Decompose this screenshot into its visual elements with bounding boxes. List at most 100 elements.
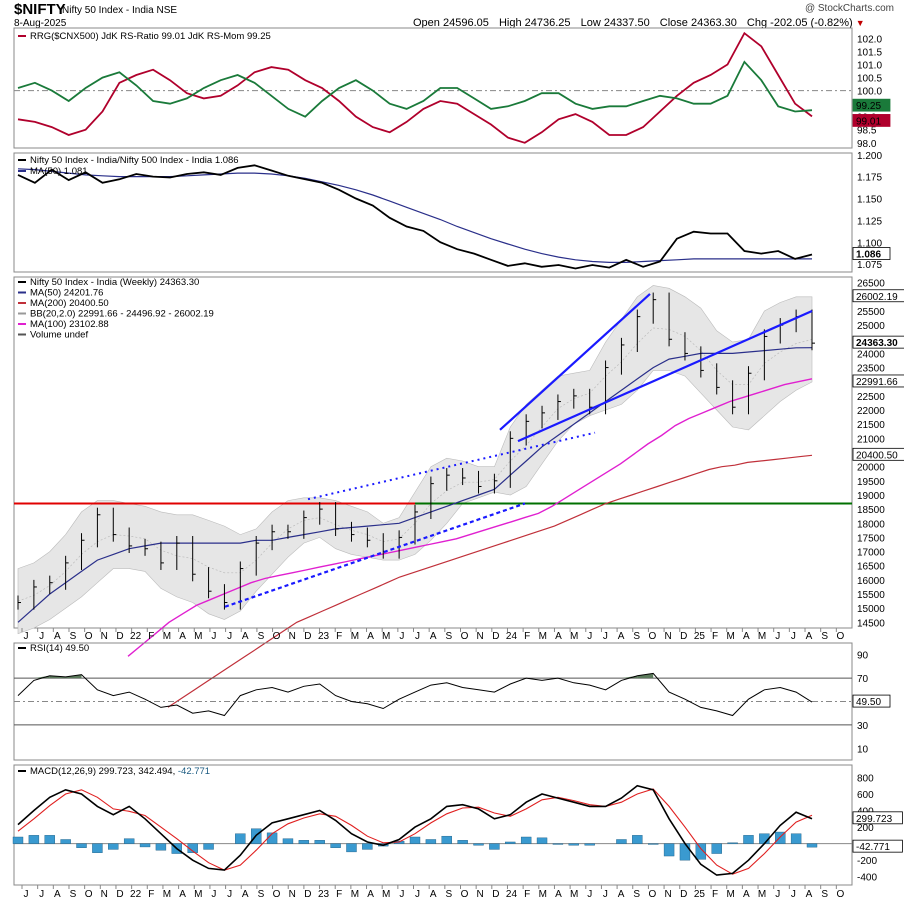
price-legend-3: BB(20,2.0) 22991.66 - 24496.92 - 26002.1… <box>30 309 214 320</box>
price-tick-label: 21500 <box>857 420 885 431</box>
x-axis-price-label: 22 <box>130 631 142 642</box>
price-tick-label: 16000 <box>857 576 885 587</box>
price-tick-label: 25000 <box>857 321 885 332</box>
x-axis-price-label: D <box>492 631 499 642</box>
x-axis-macd-label: O <box>836 889 844 900</box>
down-arrow-icon: ▼ <box>855 18 865 28</box>
symbol-subtitle: Nifty 50 Index - India NSE <box>62 5 178 16</box>
x-axis-price-label: A <box>806 631 813 642</box>
x-axis-price-label: O <box>85 631 93 642</box>
ma200-tag-bg <box>852 447 904 461</box>
channel-upper-line <box>499 293 651 431</box>
rrg-tick-label: 101.0 <box>857 61 882 72</box>
ohlc-bar: Open 24596.05 High 24736.25 Low 24337.50… <box>413 17 865 29</box>
open-label: Open <box>413 17 440 29</box>
rrg-tick-label: 98.5 <box>857 126 877 137</box>
x-axis-macd-label: F <box>712 889 718 900</box>
x-axis-price-label: S <box>633 631 640 642</box>
rsi-tick-label: 90 <box>857 651 869 662</box>
macd-tick-label: 200 <box>857 823 874 834</box>
macd-histogram-bar <box>187 843 198 853</box>
rrg-tick-label: 100.0 <box>857 87 882 98</box>
x-axis-macd-label: S <box>70 889 77 900</box>
x-axis-macd-label: A <box>430 889 437 900</box>
x-axis-macd-label: F <box>524 889 530 900</box>
rrg-ratio-tag-bg <box>852 114 891 127</box>
close-price-tag-bg <box>852 335 904 349</box>
macd-histogram-bar <box>632 835 643 844</box>
price-tick-label: 20000 <box>857 463 885 474</box>
x-axis-price-label: S <box>821 631 828 642</box>
price-tick-label: 15500 <box>857 590 885 601</box>
rsi-tick-label: 70 <box>857 674 869 685</box>
bollinger-band <box>17 285 813 635</box>
macd-histogram-bar <box>60 839 71 844</box>
macd-tick-label: -200 <box>857 856 877 867</box>
x-axis-price-label: J <box>39 631 44 642</box>
macd-histogram-bar <box>536 837 548 844</box>
macd-histogram-bar <box>409 836 421 844</box>
macd-histogram-bar <box>28 835 40 844</box>
x-axis-price-label: M <box>727 631 735 642</box>
ma200-line <box>167 454 813 708</box>
ma100-line <box>127 378 813 657</box>
price-tick-label: 24000 <box>857 349 885 360</box>
x-axis-macd-label: J <box>39 889 44 900</box>
rsi-overbought-fill <box>637 673 654 679</box>
price-tick-label: 18000 <box>857 519 885 530</box>
close-value: 24363.30 <box>690 17 737 29</box>
macd-histogram-bar <box>92 843 103 853</box>
x-axis-macd-label: O <box>85 889 93 900</box>
x-axis-macd-label: J <box>399 889 404 900</box>
macd-histogram-bar <box>457 840 468 844</box>
rrg-ratio-tag: 99.01 <box>856 116 881 127</box>
x-axis-price-label: J <box>211 631 216 642</box>
price-tick-label: 23500 <box>857 364 885 375</box>
x-axis-macd-label: M <box>539 889 547 900</box>
x-axis-price-label: A <box>242 631 249 642</box>
trendline-upper-dotted <box>307 431 596 501</box>
x-axis-price-label: A <box>54 631 61 642</box>
x-axis-price-label: J <box>791 631 796 642</box>
macd-histogram-bar <box>44 835 55 844</box>
chg-value: -202.05 (-0.82%) <box>770 17 853 29</box>
x-axis-price-label: M <box>351 631 359 642</box>
price-tick-label: 17000 <box>857 548 885 559</box>
chg-label: Chg <box>746 17 768 29</box>
macd-legend-hist: -42.771 <box>178 766 210 777</box>
macd-histogram-bar <box>489 843 500 850</box>
macd-histogram-bar <box>775 831 786 844</box>
watermark: @ StockCharts.com <box>804 3 894 14</box>
rrg-mom-tag: 99.25 <box>856 101 881 112</box>
ratio-ma50-line <box>17 168 812 263</box>
open-value: 24596.05 <box>442 17 489 29</box>
x-axis-price-label: 25 <box>694 631 706 642</box>
x-axis-macd-label: F <box>336 889 342 900</box>
x-axis-price-label: A <box>179 631 186 642</box>
macd-histogram-bar <box>425 839 437 844</box>
price-tick-label: 16500 <box>857 562 885 573</box>
macd-legend: MACD(12,26,9) 299.723, 342.494, -42.771 <box>30 766 210 777</box>
x-axis-macd-label: 25 <box>694 889 706 900</box>
x-axis-macd-label: A <box>618 889 625 900</box>
price-tick-label: 19500 <box>857 477 885 488</box>
x-axis-macd-label: J <box>415 889 420 900</box>
x-axis-price-label: N <box>289 631 296 642</box>
macd-histogram-bar <box>616 839 627 844</box>
price-tick-label: 25500 <box>857 307 885 318</box>
x-axis-macd-label: A <box>242 889 249 900</box>
x-axis-macd-label: A <box>555 889 562 900</box>
ratio-tag: 1.086 <box>856 250 881 261</box>
x-axis-price-label: N <box>101 631 108 642</box>
macd-histogram-bar <box>790 833 802 844</box>
macd-signal-line <box>17 788 813 875</box>
macd-histogram-bar <box>584 843 595 846</box>
x-axis-macd-label: N <box>664 889 671 900</box>
x-axis-macd-label: J <box>227 889 232 900</box>
ma50-line <box>17 347 813 623</box>
macd-histogram-bar <box>12 836 24 844</box>
macd-histogram-bar <box>505 841 516 844</box>
x-axis-price-label: M <box>539 631 547 642</box>
x-axis-price-label: F <box>524 631 530 642</box>
